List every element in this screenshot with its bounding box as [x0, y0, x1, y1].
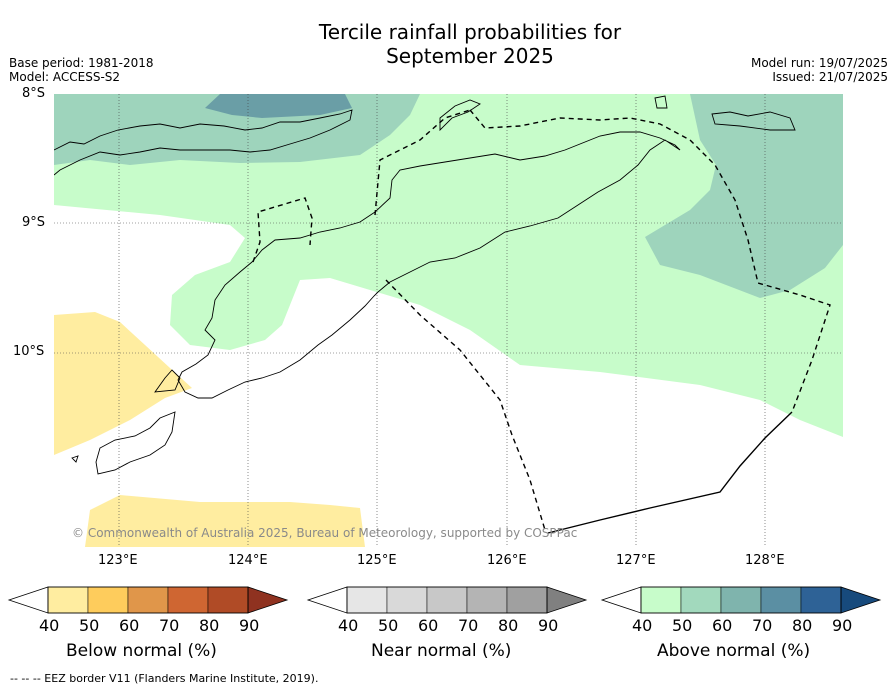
- colorbar-segment: [426, 586, 468, 614]
- below-normal-40-region-west: [54, 312, 192, 455]
- issued-date: Issued: 21/07/2025: [772, 70, 888, 84]
- model-run: Model run: 19/07/2025: [750, 56, 888, 70]
- eez-line-enclave: [374, 109, 471, 216]
- title-line-2: September 2025: [386, 44, 554, 68]
- colorbar-tick-label: 50: [378, 616, 399, 635]
- eez-border: [252, 109, 831, 531]
- map-title: Tercile rainfall probabilities for Septe…: [0, 20, 896, 68]
- colorbar-tick-label: 40: [39, 616, 60, 635]
- colorbar-tick-label: 60: [418, 616, 439, 635]
- map-svg: [54, 94, 843, 547]
- colorbars-svg: [7, 586, 882, 614]
- coast-islet-2: [71, 455, 79, 463]
- colorbar-segment: [506, 586, 548, 614]
- colorbar-extend-right: [247, 586, 289, 614]
- coast-rote: [95, 411, 176, 475]
- map-area: [54, 94, 843, 547]
- below-normal-40-region-south: [85, 495, 365, 547]
- colorbar-below-normal: [7, 586, 289, 614]
- lat-label-8s: 8°S: [22, 86, 46, 101]
- colorbar-tick-label: 80: [498, 616, 519, 635]
- coast-flores-alor: [54, 109, 353, 176]
- colorbar-tick-label: 70: [159, 616, 180, 635]
- colorbar-extend-left: [7, 586, 49, 614]
- eez-line-solid: [547, 411, 793, 534]
- colorbar-outline: [47, 586, 249, 614]
- colorbar-extend-right: [840, 586, 882, 614]
- lon-label-127e: 127°E: [616, 553, 656, 568]
- title-line-1: Tercile rainfall probabilities for: [318, 20, 622, 44]
- coast-wetar: [439, 99, 481, 132]
- coast-islands-ne: [711, 111, 796, 131]
- model-name: Model: ACCESS-S2: [9, 70, 121, 84]
- colorbar-title-below: Below normal (%): [66, 641, 217, 661]
- colorbar-tick-label: 90: [239, 616, 260, 635]
- colorbar-segment: [167, 586, 209, 614]
- footer-legend: -- -- -- EEZ border V11 (Flanders Marine…: [10, 672, 319, 685]
- lon-label-128e: 128°E: [745, 553, 785, 568]
- meta-left: Base period: 1981-2018 Model: ACCESS-S2: [9, 56, 154, 84]
- colorbar-tick-label: 70: [458, 616, 479, 635]
- colorbar-outline: [640, 586, 842, 614]
- colorbar-segment: [47, 586, 89, 614]
- colorbar-extend-left: [600, 586, 642, 614]
- above-normal-40-region: [54, 94, 843, 437]
- coastlines: [54, 95, 796, 475]
- colorbar-tick-label: 60: [119, 616, 140, 635]
- above-normal-50-region-east: [645, 94, 843, 298]
- copyright-text: © Commonwealth of Australia 2025, Bureau…: [72, 526, 578, 540]
- colorbar-segment: [760, 586, 802, 614]
- colorbar-above-normal: [600, 586, 882, 614]
- colorbar-outline: [346, 586, 548, 614]
- coast-timor: [177, 131, 681, 399]
- colorbar-tick-label: 70: [752, 616, 773, 635]
- colorbar-segment: [720, 586, 762, 614]
- colorbar-segment: [207, 586, 249, 614]
- above-normal-60-region: [205, 94, 352, 118]
- colorbar-tick-label: 60: [712, 616, 733, 635]
- colorbar-segment: [800, 586, 842, 614]
- colorbar-tick-label: 40: [338, 616, 359, 635]
- lon-label-124e: 124°E: [228, 553, 268, 568]
- lat-label-10s: 10°S: [13, 344, 45, 359]
- colorbar-extend-right: [546, 586, 588, 614]
- colorbar-tick-label: 50: [672, 616, 693, 635]
- colorbar-segment: [127, 586, 169, 614]
- colorbar-segment: [680, 586, 722, 614]
- eez-line-south: [385, 279, 546, 531]
- colorbar-title-above: Above normal (%): [657, 641, 811, 661]
- lat-label-9s: 9°S: [22, 215, 46, 230]
- coast-islet-1: [654, 95, 668, 109]
- lon-label-125e: 125°E: [357, 553, 397, 568]
- base-period: Base period: 1981-2018: [9, 56, 154, 70]
- lon-label-123e: 123°E: [98, 553, 138, 568]
- colorbar-segment: [87, 586, 129, 614]
- colorbar-tick-label: 40: [632, 616, 653, 635]
- colorbar-tick-label: 80: [792, 616, 813, 635]
- colorbar-tick-label: 50: [79, 616, 100, 635]
- colorbar-tick-label: 90: [538, 616, 559, 635]
- graticule: [54, 94, 843, 547]
- lon-label-126e: 126°E: [487, 553, 527, 568]
- colorbar-segment: [640, 586, 682, 614]
- colorbar-tick-label: 80: [199, 616, 220, 635]
- colorbar-tick-label: 90: [832, 616, 853, 635]
- meta-right: Model run: 19/07/2025 Issued: 21/07/2025: [751, 56, 888, 84]
- colorbar-title-near: Near normal (%): [371, 641, 512, 661]
- eez-line-oecusse: [252, 197, 313, 263]
- colorbar-segment: [346, 586, 388, 614]
- colorbar-extend-left: [306, 586, 348, 614]
- coast-semau: [154, 369, 181, 393]
- colorbar-segment: [466, 586, 508, 614]
- colorbar-segment: [386, 586, 428, 614]
- colorbar-near-normal: [306, 586, 588, 614]
